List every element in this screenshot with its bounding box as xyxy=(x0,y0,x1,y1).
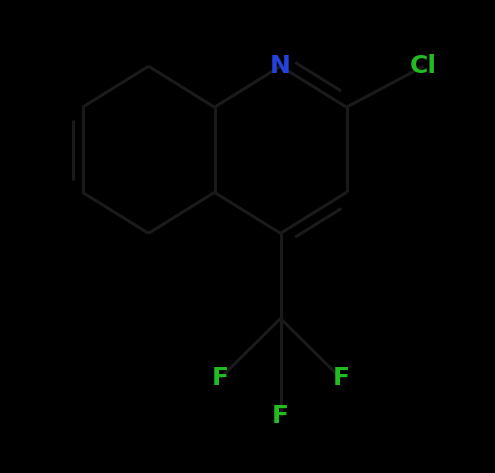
Text: Cl: Cl xyxy=(410,54,437,78)
Text: F: F xyxy=(333,367,349,390)
Text: F: F xyxy=(211,367,229,390)
Text: N: N xyxy=(270,54,291,78)
Text: F: F xyxy=(272,404,289,428)
